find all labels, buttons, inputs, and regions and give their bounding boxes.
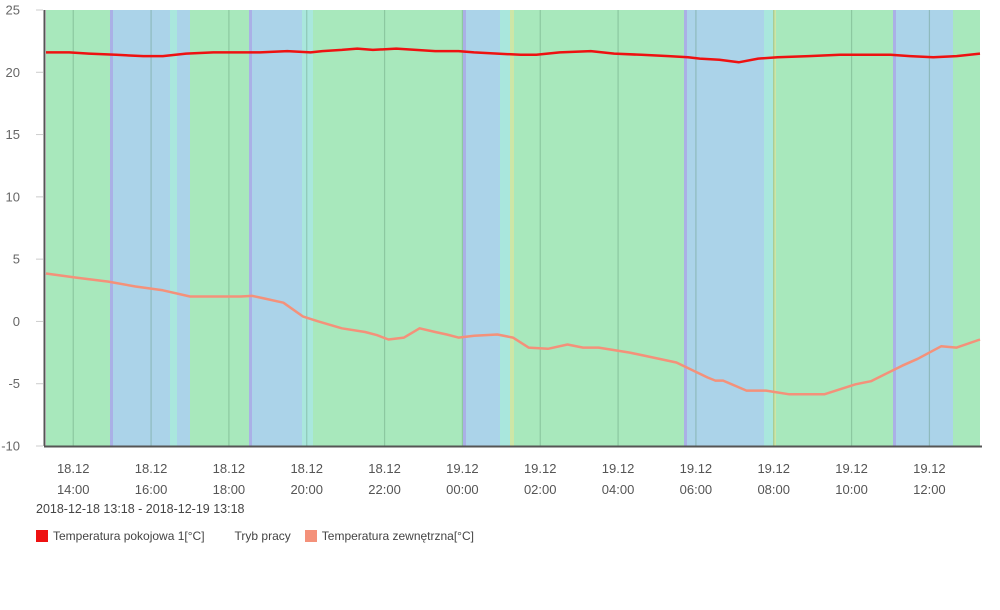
y-tick-label: 10 (6, 189, 20, 204)
mode-band-green (190, 10, 249, 446)
x-tick-date: 19.12 (913, 461, 946, 476)
mode-band-purple (893, 10, 896, 446)
y-tick-label: -10 (1, 439, 20, 454)
x-tick-time: 04:00 (602, 482, 635, 497)
y-tick-label: 0 (13, 314, 20, 329)
legend-label-operating-mode: Tryb pracy (234, 529, 291, 543)
y-tick-label: 25 (6, 3, 20, 18)
mode-band-yellow (510, 10, 514, 446)
mode-band-blue (466, 10, 500, 446)
y-tick-label: -5 (8, 376, 20, 391)
legend: Temperatura pokojowa 1[°C] Tryb pracy Te… (36, 529, 504, 543)
x-tick-time: 14:00 (57, 482, 90, 497)
x-tick-time: 02:00 (524, 482, 557, 497)
x-tick-time: 08:00 (757, 482, 790, 497)
outdoor-temperature-line (45, 272, 981, 396)
x-tick-date: 19.12 (757, 461, 790, 476)
x-tick-time: 22:00 (368, 482, 401, 497)
x-tick-date: 19.12 (680, 461, 713, 476)
mode-band-green (514, 10, 684, 446)
x-tick-time: 06:00 (680, 482, 713, 497)
y-axis: -10 -5 0 5 10 15 20 25 (1, 3, 46, 454)
x-tick-date: 18.12 (290, 461, 323, 476)
mode-band-green (953, 10, 980, 446)
mode-band-purple (249, 10, 252, 446)
mode-band-yellow (773, 10, 776, 446)
date-range-label: 2018-12-18 13:18 - 2018-12-19 13:18 (36, 502, 245, 516)
mode-band-green (776, 10, 893, 446)
legend-swatch-outdoor-temperature (304, 530, 317, 542)
x-tick-time: 10:00 (835, 482, 868, 497)
legend-item-room-temperature[interactable]: Temperatura pokojowa 1[°C] (36, 529, 205, 543)
x-tick-date: 19.12 (524, 461, 557, 476)
x-axis: 18.12 14:00 18.12 16:00 18.12 18:00 18.12 20:00… (44, 445, 982, 497)
mode-band-teal (764, 10, 773, 446)
x-tick-date: 19.12 (835, 461, 868, 476)
mode-band-green (313, 10, 463, 446)
x-tick-date: 18.12 (135, 461, 168, 476)
mode-band-blue (252, 10, 302, 446)
x-tick-date: 18.12 (57, 461, 90, 476)
y-tick-label: 15 (6, 127, 20, 142)
x-tick-time: 18:00 (213, 482, 246, 497)
mode-band-purple (110, 10, 113, 446)
room-temperature-line (46, 47, 981, 64)
mode-band-green (46, 10, 110, 446)
mode-band-teal (302, 10, 313, 446)
x-tick-date: 18.12 (368, 461, 401, 476)
x-tick-time: 00:00 (446, 482, 479, 497)
legend-label-room-temperature: Temperatura pokojowa 1[°C] (53, 529, 205, 543)
mode-band-purple (463, 10, 466, 446)
legend-item-outdoor-temperature[interactable]: Temperatura zewnętrzna[°C] (304, 529, 474, 543)
mode-band-purple (684, 10, 687, 446)
x-tick-time: 16:00 (135, 482, 168, 497)
x-tick-time: 20:00 (290, 482, 323, 497)
mode-band-teal (500, 10, 510, 446)
y-tick-label: 20 (6, 65, 20, 80)
x-tick-date: 19.12 (446, 461, 479, 476)
mode-band-teal (170, 10, 177, 446)
legend-label-outdoor-temperature: Temperatura zewnętrzna[°C] (321, 529, 474, 543)
mode-band-blue (113, 10, 170, 446)
x-tick-time: 12:00 (913, 482, 946, 497)
y-tick-label: 5 (13, 252, 20, 267)
legend-swatch-room-temperature (36, 530, 48, 542)
x-tick-date: 18.12 (213, 461, 246, 476)
mode-band-blue (177, 10, 190, 446)
legend-item-operating-mode[interactable]: Tryb pracy (235, 529, 291, 543)
x-tick-date: 19.12 (602, 461, 635, 476)
operating-mode-bands (46, 10, 980, 446)
mode-band-blue (896, 10, 953, 446)
vertical-gridlines (72, 10, 931, 446)
